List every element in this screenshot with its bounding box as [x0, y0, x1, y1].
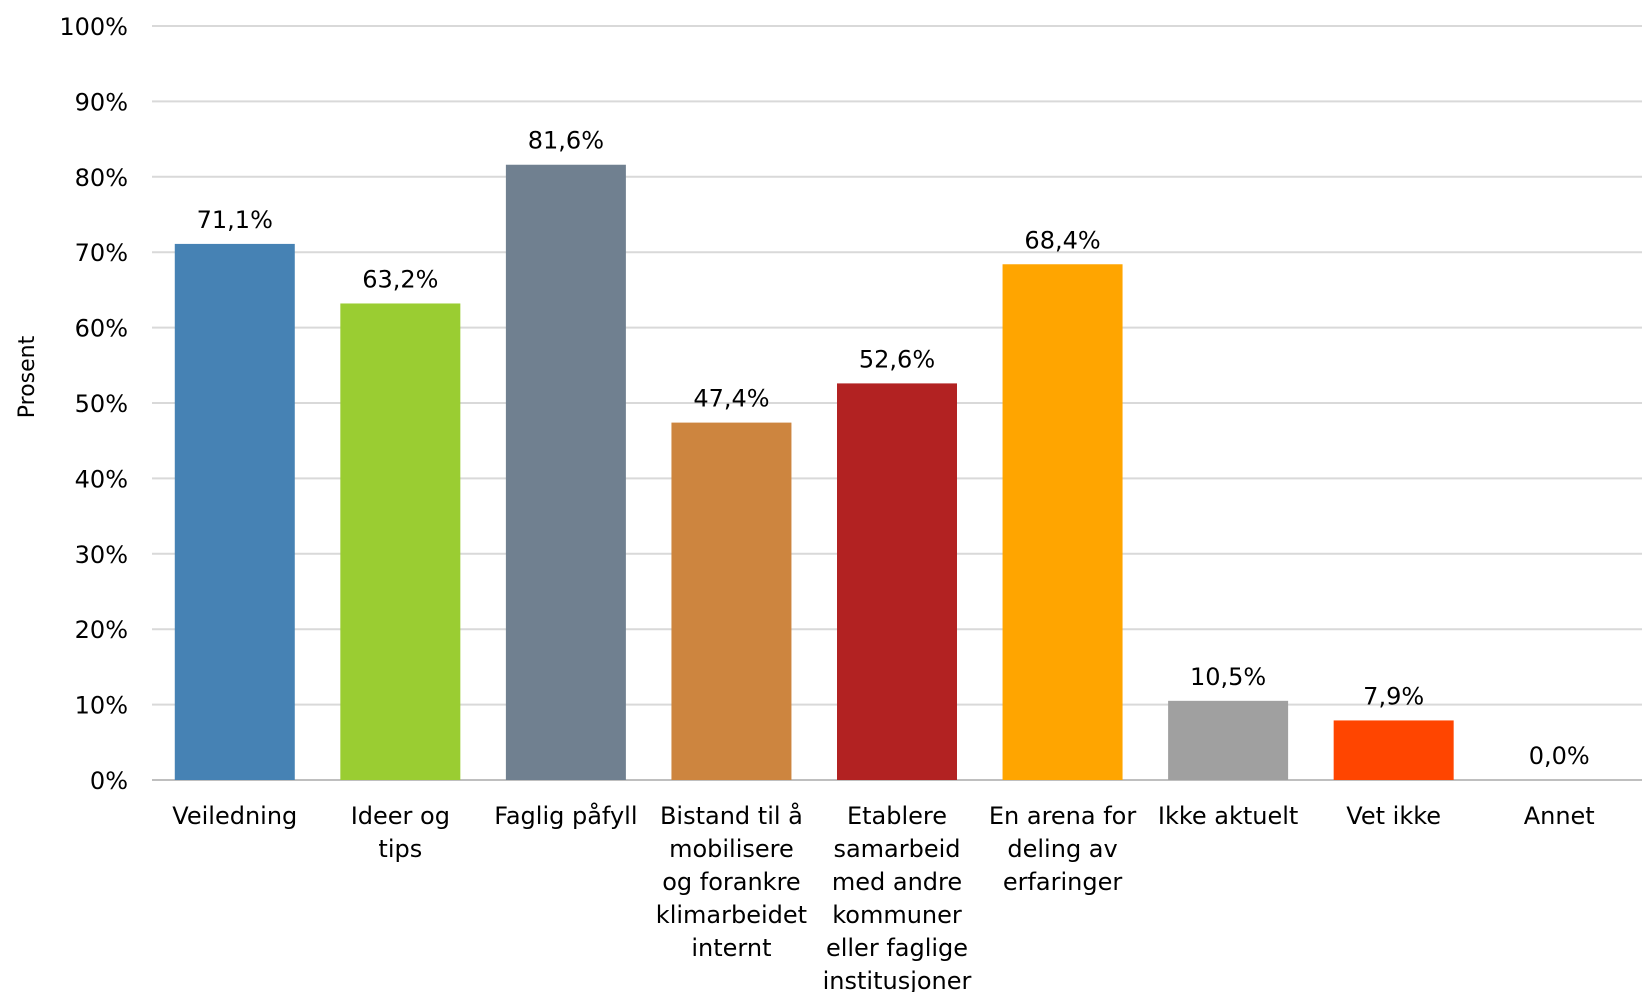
- x-category-label: Etablere samarbeid med andre kommuner eller …: [823, 802, 972, 992]
- bar: [1333, 720, 1454, 780]
- data-label: 0,0%: [1529, 742, 1590, 770]
- x-category-label: Bistand til å mobilisere og forankre klimar…: [656, 801, 807, 962]
- bar: [505, 164, 626, 781]
- y-axis-title: Prosent: [15, 335, 40, 418]
- data-label: 7,9%: [1363, 682, 1424, 710]
- data-label: 71,1%: [197, 206, 273, 234]
- y-tick-label: 70%: [75, 239, 128, 267]
- x-category-label: Ikke aktuelt: [1158, 802, 1298, 830]
- x-category-label: Faglig påfyll: [494, 801, 637, 830]
- data-label: 10,5%: [1190, 663, 1266, 691]
- x-category-label: Vet ikke: [1346, 802, 1441, 830]
- y-tick-label: 0%: [90, 767, 128, 795]
- y-tick-label: 10%: [75, 692, 128, 720]
- bar: [174, 243, 295, 780]
- bar: [340, 303, 461, 780]
- data-label: 47,4%: [693, 385, 769, 413]
- y-tick-label: 100%: [59, 13, 128, 41]
- x-category-label: En arena for deling av erfaringer: [989, 802, 1136, 896]
- y-tick-label: 30%: [75, 541, 128, 569]
- bars: [174, 164, 1454, 781]
- x-category-label: Annet: [1524, 802, 1595, 830]
- x-category-label: Veiledning: [172, 802, 297, 830]
- y-tick-label: 60%: [75, 315, 128, 343]
- y-tick-label: 20%: [75, 616, 128, 644]
- y-tick-label: 50%: [75, 390, 128, 418]
- bar: [1168, 700, 1289, 780]
- y-axis-ticks: 0% 10% 20% 30% 40% 50% 60% 70% 80% 90% 100%: [59, 13, 128, 795]
- y-tick-label: 40%: [75, 465, 128, 493]
- y-tick-label: 80%: [75, 164, 128, 192]
- y-tick-label: 90%: [75, 88, 128, 116]
- bar: [1002, 264, 1123, 780]
- x-category-label: Ideer og tips: [351, 802, 450, 863]
- data-label: 63,2%: [362, 265, 438, 293]
- bar: [837, 383, 957, 780]
- bar: [671, 422, 792, 780]
- data-label: 52,6%: [859, 345, 935, 373]
- data-label: 81,6%: [528, 127, 604, 155]
- data-label: 68,4%: [1024, 226, 1100, 254]
- x-axis-categories: Veiledning Ideer og tips Faglig påfyll Bista…: [172, 801, 1594, 992]
- data-labels: 71,1% 63,2% 81,6% 47,4% 52,6% 68,4% 10,5% 7,9% 0…: [197, 127, 1590, 770]
